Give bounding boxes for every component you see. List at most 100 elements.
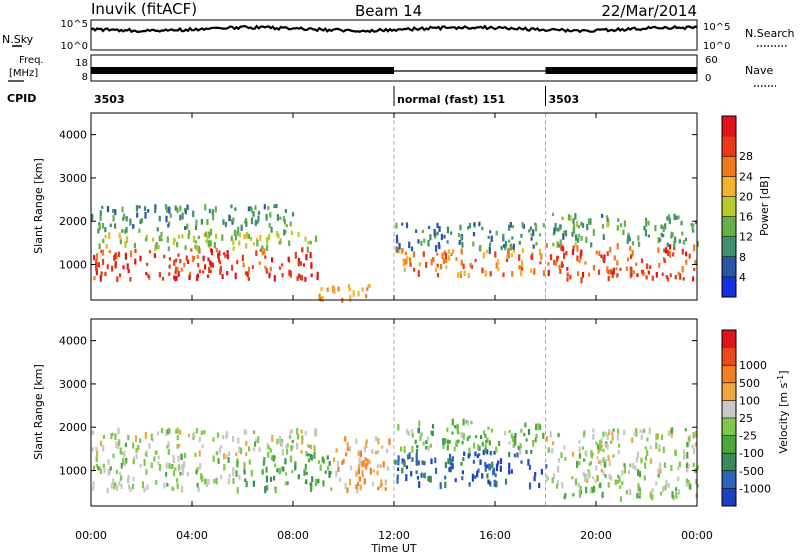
heatmap-cell bbox=[358, 476, 362, 482]
heatmap-cell bbox=[687, 436, 690, 443]
heatmap-cell bbox=[106, 487, 109, 494]
heatmap-cell bbox=[243, 466, 246, 472]
heatmap-cell bbox=[658, 462, 662, 469]
heatmap-cell bbox=[486, 473, 489, 479]
heatmap-cell bbox=[104, 271, 107, 277]
heatmap-cell bbox=[273, 204, 276, 208]
heatmap-cell bbox=[610, 269, 613, 275]
heatmap-cell bbox=[606, 266, 609, 273]
heatmap-cell bbox=[495, 480, 498, 487]
heatmap-cell bbox=[679, 273, 682, 280]
heatmap-cell bbox=[363, 446, 366, 453]
heatmap-cell bbox=[648, 427, 651, 435]
heatmap-cell bbox=[534, 472, 537, 477]
heatmap-cell bbox=[516, 452, 519, 458]
heatmap-cell bbox=[206, 274, 210, 278]
heatmap-cell bbox=[144, 432, 147, 439]
x-axis-label: Time UT bbox=[370, 542, 416, 554]
heatmap-cell bbox=[658, 262, 661, 268]
heatmap-cell bbox=[172, 457, 175, 464]
heatmap-cell bbox=[173, 238, 176, 242]
heatmap-cell bbox=[623, 220, 626, 228]
heatmap-cell bbox=[445, 256, 448, 263]
heatmap-cell bbox=[93, 276, 96, 281]
heatmap-cell bbox=[495, 230, 498, 236]
heatmap-cell bbox=[535, 433, 538, 439]
heatmap-cell bbox=[588, 462, 591, 467]
heatmap-cell bbox=[556, 241, 559, 248]
heatmap-cell bbox=[284, 230, 287, 234]
heatmap-cell bbox=[604, 474, 607, 478]
heatmap-cell bbox=[244, 429, 248, 435]
heatmap-cell bbox=[450, 231, 453, 235]
heatmap-cell bbox=[549, 431, 552, 438]
heatmap-cell bbox=[612, 428, 615, 432]
heatmap-cell bbox=[337, 460, 340, 467]
heatmap-cell bbox=[222, 435, 225, 440]
heatmap-cell bbox=[123, 461, 126, 467]
heatmap-cell bbox=[556, 483, 559, 489]
heatmap-cell bbox=[506, 254, 509, 258]
heatmap-cell bbox=[303, 469, 306, 476]
heatmap-cell bbox=[617, 428, 620, 434]
heatmap-cell bbox=[616, 433, 619, 441]
heatmap-cell bbox=[518, 254, 521, 261]
heatmap-cell bbox=[175, 276, 178, 281]
heatmap-cell bbox=[257, 215, 260, 222]
y-tick-label: 1000 bbox=[59, 259, 87, 272]
heatmap-cell bbox=[257, 436, 260, 444]
heatmap-cell bbox=[682, 277, 685, 281]
heatmap-cell bbox=[153, 253, 156, 259]
heatmap-cell bbox=[427, 477, 430, 481]
heatmap-cell bbox=[245, 218, 248, 222]
heatmap-cell bbox=[198, 450, 201, 457]
heatmap-cell bbox=[478, 453, 481, 457]
heatmap-cell bbox=[168, 207, 171, 214]
heatmap-cell bbox=[482, 252, 485, 259]
x-tick-label: 16:00 bbox=[479, 529, 511, 542]
heatmap-cell bbox=[301, 438, 304, 445]
heatmap-cell bbox=[685, 478, 688, 486]
heatmap-cell bbox=[596, 475, 599, 482]
heatmap-cell bbox=[124, 442, 127, 448]
heatmap-cell bbox=[415, 453, 418, 460]
heatmap-cell bbox=[454, 425, 457, 429]
heatmap-cell bbox=[289, 455, 293, 463]
heatmap-cell bbox=[659, 468, 662, 474]
heatmap-cell bbox=[301, 435, 304, 440]
heatmap-cell bbox=[344, 436, 347, 442]
heatmap-cell bbox=[119, 240, 122, 245]
heatmap-cell bbox=[520, 428, 523, 433]
heatmap-cell bbox=[657, 237, 660, 244]
colorbar-segment bbox=[722, 136, 736, 157]
heatmap-cell bbox=[119, 237, 122, 243]
heatmap-cell bbox=[243, 429, 246, 435]
heatmap-cell bbox=[490, 428, 493, 433]
heatmap-cell bbox=[158, 464, 162, 470]
heatmap-cell bbox=[319, 297, 322, 302]
heatmap-cell bbox=[578, 453, 582, 459]
heatmap-cell bbox=[212, 455, 215, 462]
heatmap-cell bbox=[633, 432, 636, 437]
heatmap-cell bbox=[596, 456, 599, 460]
heatmap-cell bbox=[281, 263, 284, 267]
heatmap-cell bbox=[644, 455, 648, 461]
heatmap-cell bbox=[305, 451, 308, 457]
heatmap-cell bbox=[462, 432, 465, 440]
heatmap-cell bbox=[238, 446, 241, 453]
heatmap-cell bbox=[100, 249, 103, 254]
heatmap-cell bbox=[649, 265, 652, 269]
heatmap-cell bbox=[371, 449, 374, 454]
x-tick-label: 00:00 bbox=[681, 529, 713, 542]
heatmap-cell bbox=[157, 245, 160, 250]
heatmap-cell bbox=[692, 223, 695, 227]
x-tick-label: 08:00 bbox=[277, 529, 309, 542]
heatmap-cell bbox=[376, 464, 379, 469]
heatmap-cell bbox=[575, 236, 578, 241]
heatmap-cell bbox=[461, 470, 464, 475]
heatmap-cell bbox=[468, 435, 471, 439]
heatmap-cell bbox=[135, 435, 138, 443]
heatmap-cell bbox=[206, 219, 209, 226]
colorbar-segment bbox=[722, 196, 736, 218]
heatmap-cell bbox=[250, 207, 253, 213]
